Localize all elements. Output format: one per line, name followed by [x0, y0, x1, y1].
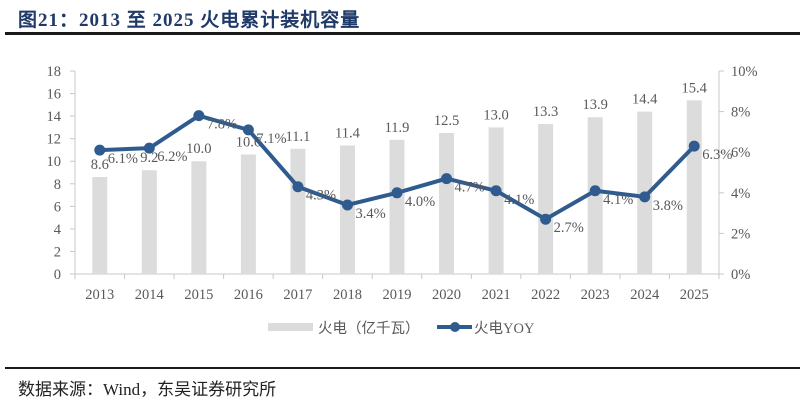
- bar: [686, 100, 702, 274]
- bar-value-label: 10.0: [186, 141, 211, 157]
- left-tick-label: 2: [54, 244, 61, 260]
- bar-value-label: 8.6: [91, 157, 109, 173]
- top-divider: [5, 32, 800, 35]
- x-tick-label: 2016: [234, 287, 263, 303]
- left-tick-label: 10: [47, 154, 62, 170]
- right-tick-label: 10%: [731, 64, 758, 80]
- yoy-value-label: 4.7%: [455, 180, 485, 196]
- yoy-value-label: 7.1%: [256, 131, 286, 147]
- yoy-marker: [94, 144, 106, 156]
- yoy-value-label: 2.7%: [554, 220, 584, 236]
- bar-value-label: 11.1: [286, 129, 311, 145]
- legend-line-label: 火电YOY: [474, 320, 535, 337]
- legend-bar-label: 火电（亿千瓦）: [318, 320, 420, 337]
- x-tick-label: 2022: [531, 287, 560, 303]
- bar: [240, 154, 256, 274]
- yoy-value-label: 6.3%: [702, 147, 732, 163]
- bar: [439, 133, 455, 274]
- yoy-marker: [292, 181, 304, 193]
- left-tick-label: 18: [47, 64, 62, 80]
- yoy-marker: [242, 124, 254, 136]
- yoy-value-label: 6.2%: [157, 149, 187, 165]
- left-tick-label: 16: [47, 87, 62, 103]
- yoy-marker: [540, 213, 552, 225]
- legend: 火电（亿千瓦） 火电YOY: [268, 320, 535, 337]
- yoy-marker: [589, 185, 601, 197]
- x-tick-label: 2021: [482, 287, 511, 303]
- left-tick-label: 4: [54, 222, 62, 238]
- yoy-value-label: 4.0%: [405, 194, 435, 210]
- x-tick-label: 2014: [135, 287, 165, 303]
- yoy-value-label: 4.1%: [603, 192, 633, 208]
- left-tick-label: 6: [54, 199, 61, 215]
- bar-value-label: 9.2: [140, 150, 158, 166]
- x-tick-label: 2017: [283, 287, 312, 303]
- yoy-marker: [143, 142, 155, 154]
- yoy-value-label: 4.3%: [306, 188, 336, 204]
- x-tick-label: 2020: [432, 287, 461, 303]
- yoy-value-label: 4.1%: [504, 192, 534, 208]
- right-tick-label: 4%: [731, 186, 750, 202]
- bar-value-label: 11.9: [385, 120, 410, 136]
- figure-title: 图21：2013 至 2025 火电累计装机容量: [18, 10, 361, 31]
- bar: [141, 170, 157, 274]
- bar-value-label: 13.3: [533, 104, 558, 120]
- yoy-marker: [341, 199, 353, 211]
- chart: 0 2 4 6 8 10 12 14 16 18 0% 2% 4% 6% 8% 10% 2013 2014 2015…: [47, 64, 758, 337]
- bar-value-label: 12.5: [434, 113, 459, 129]
- x-tick-label: 2025: [680, 287, 709, 303]
- x-tick-label: 2013: [85, 287, 114, 303]
- right-tick-label: 6%: [731, 145, 750, 161]
- x-tick-label: 2019: [383, 287, 412, 303]
- bar-value-label: 13.9: [582, 97, 607, 113]
- right-tick-label: 8%: [731, 105, 750, 121]
- left-tick-label: 12: [47, 132, 62, 148]
- x-tick-label: 2023: [581, 287, 610, 303]
- legend-bar-swatch: [268, 323, 313, 331]
- x-tick-label: 2024: [630, 287, 660, 303]
- bar: [389, 139, 405, 274]
- bar-value-label: 14.4: [632, 92, 658, 108]
- right-tick-label: 0%: [731, 267, 750, 283]
- bar: [290, 148, 306, 274]
- bar-labels: 8.6 9.210.0 10.6 11.1 11.4 11.9 12.5 13.0 13.3 13…: [91, 80, 708, 173]
- bar: [488, 127, 504, 274]
- bar-value-label: 15.4: [682, 80, 708, 96]
- yoy-value-label: 3.4%: [355, 206, 385, 222]
- bottom-divider: [5, 367, 800, 369]
- source-note: 数据来源：Wind，东吴证券研究所: [18, 380, 277, 399]
- bar-value-label: 13.0: [483, 107, 508, 123]
- bar-value-label: 11.4: [335, 125, 361, 141]
- yoy-marker: [688, 140, 700, 152]
- legend-line-marker: [450, 322, 460, 332]
- yoy-marker: [441, 173, 453, 185]
- bar: [538, 124, 554, 274]
- left-tick-label: 0: [54, 267, 61, 283]
- x-tick-label: 2018: [333, 287, 362, 303]
- yoy-marker: [193, 110, 205, 122]
- left-tick-label: 14: [47, 109, 62, 125]
- bar: [92, 177, 108, 274]
- axes: 0 2 4 6 8 10 12 14 16 18 0% 2% 4% 6% 8% 10% 2013 2014 2015…: [47, 64, 758, 303]
- left-tick-label: 8: [54, 177, 61, 193]
- line-labels: 6.1% 6.2% 7.8% 7.1% 4.3% 3.4% 4.0% 4.7% 4.1% 2.7%…: [108, 117, 733, 237]
- yoy-marker: [391, 187, 403, 199]
- yoy-value-label: 7.8%: [207, 117, 237, 133]
- yoy-marker: [490, 185, 502, 197]
- right-tick-label: 2%: [731, 226, 750, 242]
- yoy-value-label: 3.8%: [653, 198, 683, 214]
- yoy-marker: [639, 191, 651, 203]
- x-tick-label: 2015: [184, 287, 213, 303]
- bar: [191, 161, 207, 274]
- line-series: [94, 110, 700, 225]
- yoy-value-label: 6.1%: [108, 151, 138, 167]
